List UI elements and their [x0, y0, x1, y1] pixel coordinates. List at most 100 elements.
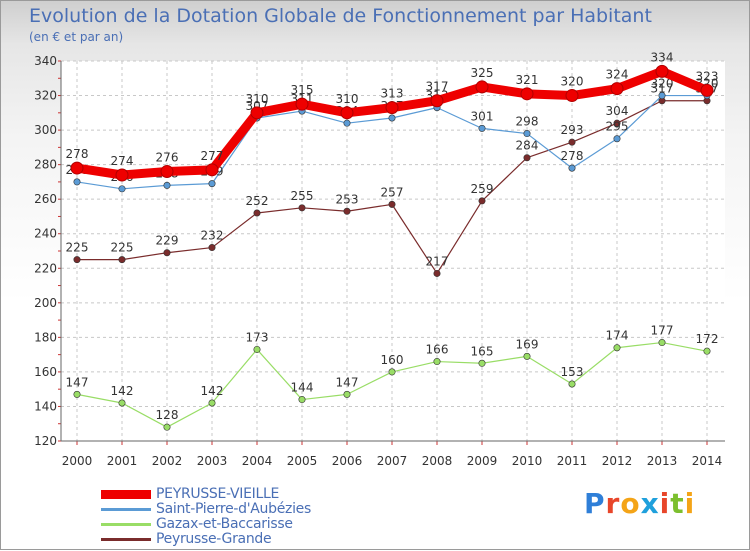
data-point — [658, 92, 666, 100]
data-point — [613, 119, 621, 127]
data-label: 217 — [426, 254, 449, 268]
data-point — [523, 130, 531, 138]
data-label: 229 — [156, 234, 179, 248]
data-label: 317 — [651, 82, 674, 96]
chart-subtitle: (en € et par an) — [29, 30, 124, 44]
x-tick-label: 2001 — [107, 454, 138, 468]
data-point — [250, 106, 264, 120]
data-label: 252 — [246, 194, 269, 208]
y-tick-label: 240 — [34, 227, 57, 241]
data-point — [478, 197, 486, 205]
data-label: 320 — [651, 77, 674, 91]
data-point — [568, 164, 576, 172]
data-label: 225 — [66, 241, 89, 255]
data-point — [388, 200, 396, 208]
y-tick-label: 220 — [34, 261, 57, 275]
logo-letter: i — [659, 487, 671, 520]
data-point — [118, 399, 126, 407]
data-label: 128 — [156, 408, 179, 422]
data-point — [298, 396, 306, 404]
data-point — [658, 339, 666, 347]
y-tick-label: 180 — [34, 330, 57, 344]
data-label: 173 — [246, 330, 269, 344]
legend-label: Saint-Pierre-d'Aubézies — [156, 501, 311, 517]
data-label: 315 — [291, 83, 314, 97]
x-tick-label: 2010 — [512, 454, 543, 468]
data-label: 324 — [606, 68, 629, 82]
data-label: 160 — [381, 353, 404, 367]
data-label: 277 — [201, 149, 224, 163]
data-point — [610, 82, 624, 96]
data-point — [433, 269, 441, 277]
y-tick-label: 340 — [34, 54, 57, 68]
data-point — [208, 399, 216, 407]
data-point — [118, 185, 126, 193]
data-label: 276 — [156, 151, 179, 165]
y-tick-label: 260 — [34, 192, 57, 206]
logo-letter: o — [620, 487, 641, 520]
data-point — [295, 97, 309, 111]
data-label: 320 — [561, 75, 584, 89]
data-label: 142 — [111, 384, 134, 398]
data-point — [388, 114, 396, 122]
data-point — [478, 359, 486, 367]
data-label: 323 — [696, 69, 719, 83]
data-point — [205, 163, 219, 177]
data-point — [298, 204, 306, 212]
data-label: 284 — [516, 139, 539, 153]
data-point — [388, 368, 396, 376]
data-point — [703, 347, 711, 355]
data-point — [163, 423, 171, 431]
data-point — [253, 209, 261, 217]
x-tick-label: 2011 — [557, 454, 588, 468]
data-point — [568, 380, 576, 388]
x-tick-label: 2012 — [602, 454, 633, 468]
x-tick-label: 2014 — [692, 454, 723, 468]
data-point — [343, 119, 351, 127]
data-label: 317 — [426, 80, 449, 94]
data-label: 166 — [426, 343, 449, 357]
data-label: 172 — [696, 332, 719, 346]
legend-label: Gazax-et-Baccarisse — [156, 516, 293, 532]
data-point — [520, 87, 534, 101]
x-tick-label: 2007 — [377, 454, 408, 468]
x-tick-label: 2004 — [242, 454, 273, 468]
x-tick-label: 2002 — [152, 454, 183, 468]
legend-swatch — [101, 538, 151, 541]
y-tick-label: 320 — [34, 89, 57, 103]
data-point — [73, 256, 81, 264]
data-label: 142 — [201, 384, 224, 398]
data-point — [568, 138, 576, 146]
data-point — [430, 94, 444, 108]
data-point — [163, 181, 171, 189]
data-point — [433, 358, 441, 366]
data-point — [340, 106, 354, 120]
data-label: 225 — [111, 241, 134, 255]
data-label: 165 — [471, 344, 494, 358]
data-point — [613, 344, 621, 352]
x-tick-label: 2013 — [647, 454, 678, 468]
data-point — [253, 345, 261, 353]
data-label: 232 — [201, 229, 224, 243]
data-point — [343, 390, 351, 398]
data-label: 274 — [111, 154, 134, 168]
proxiti-logo: Proxiti — [584, 487, 695, 520]
data-point — [655, 64, 669, 78]
y-tick-label: 300 — [34, 123, 57, 137]
data-point — [160, 165, 174, 179]
data-label: 253 — [336, 192, 359, 206]
data-point — [118, 256, 126, 264]
data-label: 257 — [381, 185, 404, 199]
data-label: 313 — [381, 87, 404, 101]
y-tick-label: 280 — [34, 158, 57, 172]
logo-letter: r — [605, 487, 621, 520]
chart-title: Evolution de la Dotation Globale de Fonc… — [29, 5, 652, 27]
data-label: 295 — [606, 120, 629, 134]
data-point — [343, 207, 351, 215]
data-label: 147 — [66, 375, 89, 389]
data-label: 278 — [66, 147, 89, 161]
data-point — [115, 168, 129, 182]
data-point — [613, 135, 621, 143]
data-point — [208, 244, 216, 252]
data-label: 259 — [471, 182, 494, 196]
